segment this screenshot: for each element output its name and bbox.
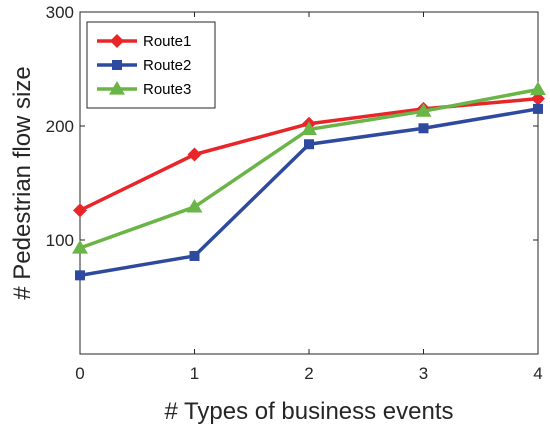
x-axis-label: # Types of business events [164, 398, 453, 425]
x-tick-label: 4 [533, 364, 542, 383]
x-tick-label: 2 [304, 364, 313, 383]
series-layer [72, 81, 546, 281]
data-point [418, 123, 429, 134]
data-point [186, 198, 203, 213]
data-point [75, 270, 85, 281]
legend-label: Route2 [143, 57, 191, 74]
data-point [72, 239, 88, 254]
y-axis-label: # Pedestrian flow size [9, 66, 36, 299]
x-tick-label: 3 [419, 364, 428, 383]
legend-marker [109, 81, 125, 95]
legend-label: Route1 [143, 33, 191, 50]
legend-label: Route3 [143, 81, 191, 98]
legend-item-route1: Route1 [97, 33, 191, 50]
data-point [415, 103, 432, 117]
x-tick-label: 1 [190, 364, 199, 383]
y-tick-label: 100 [46, 231, 74, 250]
legend-item-route2: Route2 [97, 57, 191, 74]
series-route2 [75, 103, 543, 281]
data-point [73, 203, 87, 218]
series-route3 [72, 81, 546, 254]
data-point [189, 250, 200, 261]
y-tick-label: 200 [46, 117, 74, 136]
data-point [187, 147, 202, 162]
legend: Route1 Route2 Route3 [86, 21, 216, 109]
legend-marker [112, 60, 122, 70]
data-point [301, 121, 317, 136]
data-point [531, 91, 545, 106]
x-tick-label: 0 [75, 364, 84, 383]
legend-marker [110, 34, 124, 48]
y-tick-label: 300 [46, 3, 74, 22]
legend-item-route3: Route3 [97, 81, 191, 98]
data-point [304, 139, 314, 150]
axis-ticks: 0 1 2 3 4 100 200 300 [46, 3, 543, 383]
data-point [530, 81, 546, 96]
data-point [533, 103, 543, 114]
